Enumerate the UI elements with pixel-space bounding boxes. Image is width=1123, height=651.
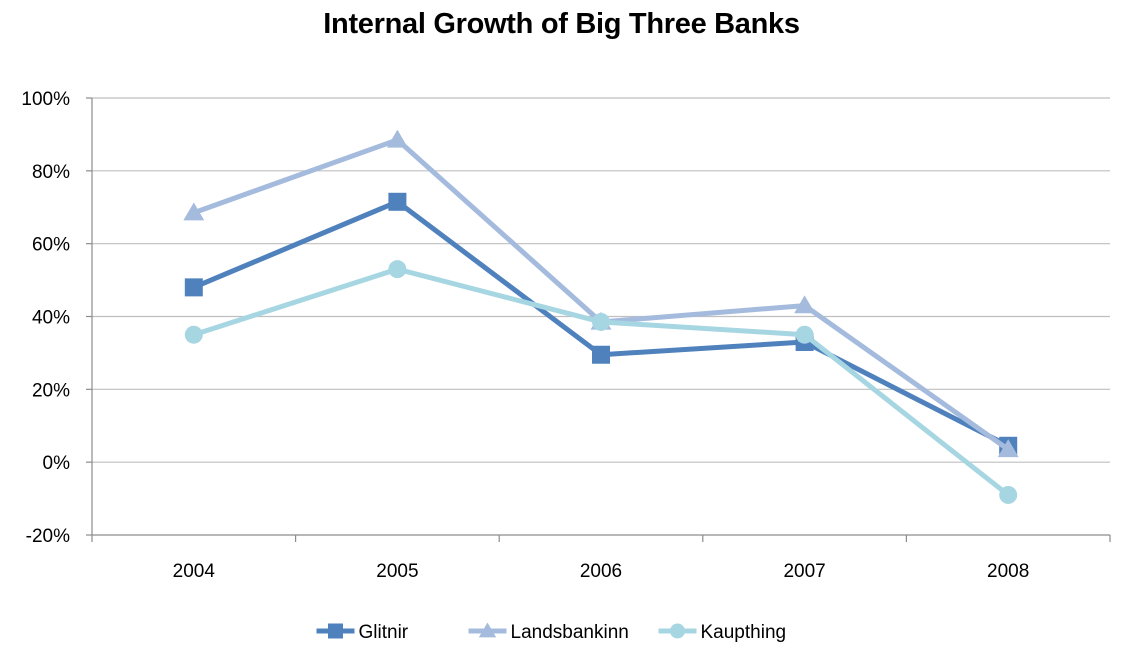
x-tick-label: 2004 <box>173 561 216 582</box>
data-point <box>388 260 407 279</box>
data-point <box>184 325 203 344</box>
x-tick-label: 2007 <box>783 561 825 582</box>
y-tick-label: 20% <box>32 380 70 401</box>
x-tick-label: 2006 <box>580 561 622 582</box>
legend-marker <box>478 622 497 638</box>
legend-label: Kaupthing <box>701 622 787 643</box>
x-tick-label: 2005 <box>376 561 418 582</box>
data-point <box>795 325 814 344</box>
data-point <box>388 192 407 211</box>
legend: Glitnir Landsbankinn Kaupthing <box>316 622 787 643</box>
legend-marker <box>670 623 685 639</box>
legend-label: Glitnir <box>359 622 409 643</box>
y-tick-label: 60% <box>32 235 70 256</box>
axes <box>86 97 1111 542</box>
legend-marker <box>328 623 343 639</box>
legend-item-kaupthing: Kaupthing <box>658 622 787 643</box>
chart-title: Internal Growth of Big Three Banks <box>323 8 800 40</box>
legend-item-landsbankinn: Landsbankinn <box>468 622 629 643</box>
y-tick-label: 100% <box>21 89 70 110</box>
x-tick-label: 2008 <box>987 561 1029 582</box>
y-tick-labels: 100% 80% 60% 40% 20% 0% -20% <box>21 89 70 547</box>
x-tick-labels: 2004 2005 2006 2007 2008 <box>173 561 1030 582</box>
series-kaupthing <box>184 260 1018 504</box>
y-tick-label: 0% <box>43 453 71 474</box>
series-lines <box>183 129 1019 504</box>
data-point <box>184 278 203 297</box>
legend-label: Landsbankinn <box>511 622 629 643</box>
data-point <box>183 202 205 221</box>
legend-item-glitnir: Glitnir <box>316 622 409 643</box>
y-tick-label: 80% <box>32 162 70 183</box>
data-point <box>386 129 408 148</box>
data-point <box>997 439 1019 458</box>
data-point <box>592 345 610 364</box>
series-landsbankinn <box>183 129 1019 458</box>
data-point <box>794 295 816 314</box>
grid-lines <box>92 97 1110 463</box>
y-tick-label: 40% <box>32 308 70 329</box>
data-point <box>999 485 1018 504</box>
data-point <box>592 312 610 331</box>
y-tick-label: -20% <box>26 526 70 547</box>
